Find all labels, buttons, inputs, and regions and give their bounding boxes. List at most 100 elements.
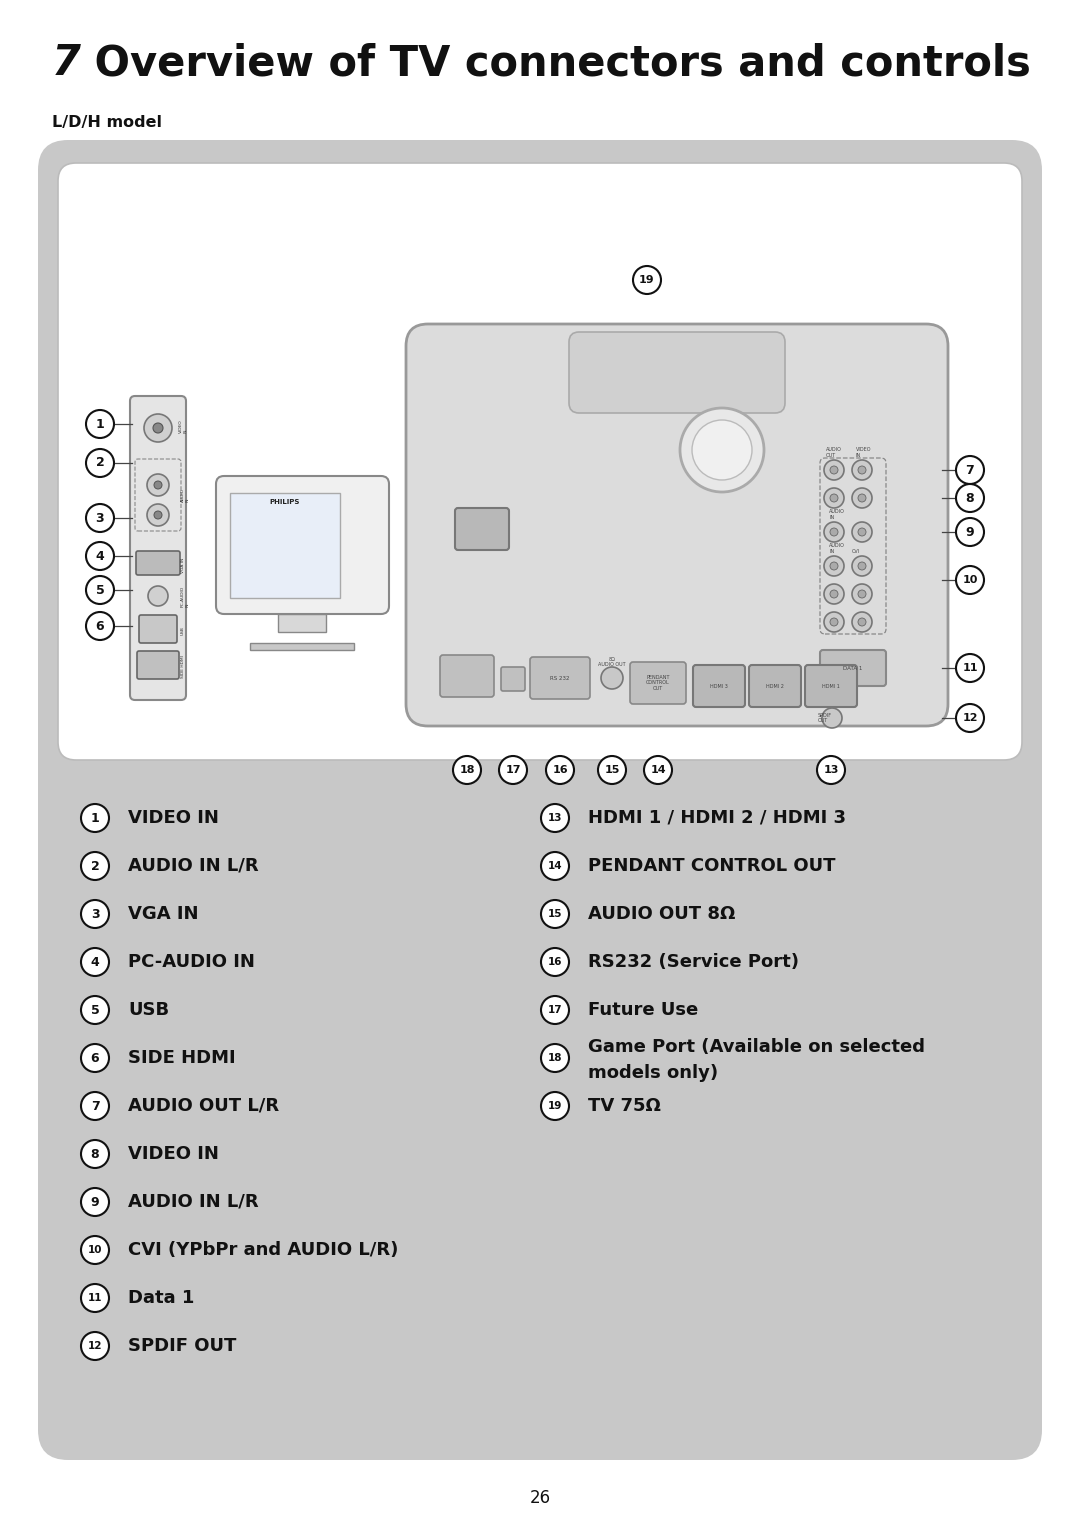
Text: VIDEO
IN: VIDEO IN	[179, 420, 188, 432]
Circle shape	[956, 518, 984, 547]
Bar	[278, 614, 326, 632]
Text: 19: 19	[548, 1101, 563, 1112]
Circle shape	[831, 562, 838, 570]
Text: AUDIO
IN: AUDIO IN	[181, 489, 190, 502]
Text: 8: 8	[966, 492, 974, 504]
FancyBboxPatch shape	[455, 508, 509, 550]
Text: 10: 10	[962, 576, 977, 585]
Text: AUDIO
OUT: AUDIO OUT	[826, 447, 842, 458]
Circle shape	[81, 948, 109, 976]
Text: VGA IN: VGA IN	[181, 557, 185, 573]
Text: PC-AUDIO
IN: PC-AUDIO IN	[181, 585, 190, 606]
Text: SPDIF OUT: SPDIF OUT	[129, 1338, 237, 1354]
Text: AUDIO OUT 8Ω: AUDIO OUT 8Ω	[588, 906, 735, 922]
FancyBboxPatch shape	[137, 651, 179, 680]
Text: TV 75Ω: TV 75Ω	[588, 1096, 661, 1115]
Text: 14: 14	[548, 861, 563, 870]
Circle shape	[541, 1092, 569, 1119]
Text: HDMI 3: HDMI 3	[710, 684, 728, 689]
Circle shape	[541, 948, 569, 976]
Circle shape	[852, 583, 872, 605]
Circle shape	[86, 612, 114, 640]
FancyBboxPatch shape	[805, 664, 858, 707]
Text: 15: 15	[548, 909, 563, 919]
Circle shape	[824, 583, 843, 605]
Text: 17: 17	[548, 1005, 563, 1015]
Text: VIDEO IN: VIDEO IN	[129, 809, 219, 828]
Circle shape	[831, 528, 838, 536]
Text: 4: 4	[96, 550, 105, 562]
Text: HDMI 1 / HDMI 2 / HDMI 3: HDMI 1 / HDMI 2 / HDMI 3	[588, 809, 846, 828]
Text: 5: 5	[96, 583, 105, 597]
Text: 14: 14	[650, 765, 665, 776]
Circle shape	[81, 852, 109, 880]
Circle shape	[852, 522, 872, 542]
Circle shape	[852, 489, 872, 508]
FancyBboxPatch shape	[130, 395, 186, 699]
Text: RS 232: RS 232	[550, 675, 570, 681]
Text: 11: 11	[962, 663, 977, 673]
FancyBboxPatch shape	[530, 657, 590, 699]
Text: 15: 15	[605, 765, 620, 776]
Circle shape	[858, 618, 866, 626]
Circle shape	[541, 899, 569, 928]
Text: 26: 26	[529, 1489, 551, 1507]
Text: USB: USB	[181, 626, 185, 635]
Text: 4: 4	[91, 956, 99, 968]
Text: 1: 1	[96, 417, 105, 431]
Circle shape	[148, 586, 168, 606]
Circle shape	[644, 756, 672, 783]
FancyBboxPatch shape	[38, 140, 1042, 1460]
FancyBboxPatch shape	[136, 551, 180, 576]
Circle shape	[154, 512, 162, 519]
Circle shape	[858, 466, 866, 473]
Text: L/D/H model: L/D/H model	[52, 115, 162, 130]
Text: 2: 2	[96, 457, 105, 469]
Text: AUDIO OUT L/R: AUDIO OUT L/R	[129, 1096, 279, 1115]
Text: HDMI 2: HDMI 2	[766, 684, 784, 689]
Text: RS232 (Service Port): RS232 (Service Port)	[588, 953, 799, 971]
Circle shape	[824, 460, 843, 479]
Text: AUDIO
IN: AUDIO IN	[829, 544, 845, 554]
FancyBboxPatch shape	[750, 664, 801, 707]
Text: 16: 16	[548, 957, 563, 967]
Text: 9: 9	[91, 1196, 99, 1208]
Text: 18: 18	[548, 1054, 563, 1063]
Text: 6: 6	[91, 1052, 99, 1064]
Text: 7: 7	[91, 1099, 99, 1113]
Text: 19: 19	[639, 275, 654, 286]
Circle shape	[81, 1332, 109, 1361]
Text: 7: 7	[52, 43, 81, 84]
Circle shape	[453, 756, 481, 783]
Text: CVI: CVI	[852, 550, 861, 554]
Circle shape	[541, 996, 569, 1025]
Text: 16: 16	[552, 765, 568, 776]
Circle shape	[598, 756, 626, 783]
Circle shape	[86, 411, 114, 438]
FancyBboxPatch shape	[440, 655, 494, 696]
Circle shape	[81, 1092, 109, 1119]
Circle shape	[956, 704, 984, 731]
FancyBboxPatch shape	[501, 667, 525, 692]
Text: USB: USB	[129, 1002, 170, 1019]
Circle shape	[831, 495, 838, 502]
Circle shape	[81, 996, 109, 1025]
Circle shape	[824, 556, 843, 576]
FancyBboxPatch shape	[693, 664, 745, 707]
Circle shape	[956, 457, 984, 484]
Circle shape	[81, 1141, 109, 1168]
Text: 5: 5	[91, 1003, 99, 1017]
Text: 17: 17	[505, 765, 521, 776]
Circle shape	[86, 504, 114, 531]
Text: 3: 3	[91, 907, 99, 921]
Circle shape	[633, 266, 661, 295]
FancyBboxPatch shape	[406, 324, 948, 725]
Circle shape	[858, 495, 866, 502]
Text: 8: 8	[91, 1147, 99, 1161]
Circle shape	[816, 756, 845, 783]
Text: VIDEO
IN: VIDEO IN	[856, 447, 872, 458]
Text: 3: 3	[96, 512, 105, 524]
Text: 9: 9	[966, 525, 974, 539]
Circle shape	[831, 466, 838, 473]
Circle shape	[824, 612, 843, 632]
